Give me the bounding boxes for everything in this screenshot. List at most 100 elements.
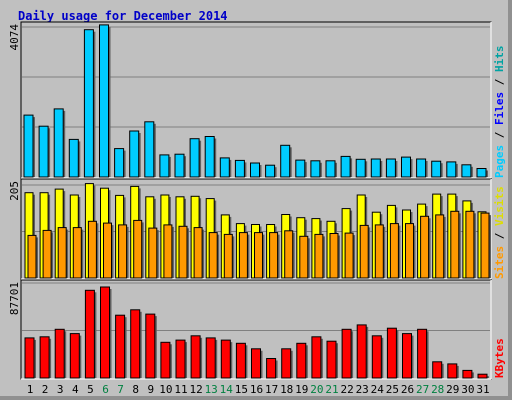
sites-bar-29-body [450,210,460,279]
kbytes-bar-4-body [69,333,80,379]
sites-bar-13 [208,232,220,279]
sites-bar-12 [193,227,205,279]
sites-bar-12-body [193,227,203,279]
files-bar-26-body [401,156,411,178]
kbytes-bar-11-body [175,339,186,379]
sites-bar-13-body [208,232,218,279]
files-bar-21-body [325,160,336,178]
files-bar-9 [144,121,156,178]
sites-bar-4 [72,227,84,279]
x-tick-label: 3 [57,383,64,396]
x-tick-label: 10 [159,383,172,396]
kbytes-bar-27-body [417,328,428,379]
kbytes-bar-29 [447,363,459,379]
legend-sep: / [493,125,506,145]
files-bar-24-body [370,158,381,178]
kbytes-bar-29-body [447,363,458,379]
sites-bar-3 [57,227,69,279]
x-tick-label: 20 [310,383,323,396]
sites-bar-16-body [254,232,263,279]
kbytes-bar-19 [296,342,308,379]
sites-bar-28-body [435,214,445,279]
sites-bar-15-body [238,232,248,279]
files-bar-28 [431,160,443,178]
files-bar-4-body [68,138,79,178]
kbytes-bar-28-body [432,361,443,379]
kbytes-bar-26-body [402,333,412,379]
files-bar-1 [23,114,35,178]
files-bar-23-body [355,158,366,178]
kbytes-bar-22 [341,328,354,379]
files-bar-15-body [234,159,245,178]
legend-pages: Pages [493,145,506,178]
kbytes-bar-2 [39,336,52,379]
kbytes-bar-13-body [205,337,216,379]
kbytes-bar-25-body [386,327,397,379]
sites-bar-31-body [480,212,490,279]
kbytes-bar-10 [160,341,172,379]
kbytes-bar-14-body [220,339,231,379]
kbytes-bar-12-body [190,335,201,379]
sites-bar-9-body [148,227,158,279]
x-tick-label: 7 [117,383,124,396]
sites-bar-9 [148,227,159,279]
sites-bar-22 [344,232,356,279]
kbytes-bar-18-body [281,348,292,379]
sites-bar-19 [299,235,310,279]
sites-bar-29 [450,210,461,279]
legend-visits: Visits [493,186,506,226]
x-tick-label: 25 [386,383,399,396]
kbytes-bar-13 [205,337,218,379]
files-bar-13 [204,136,217,178]
kbytes-bar-6 [100,286,112,379]
x-tick-label: 6 [102,383,109,396]
kbytes-bar-17 [266,358,278,379]
legend-kbytes: KBytes [493,338,506,378]
kbytes-bar-8 [130,309,142,379]
x-tick-label: 27 [416,383,429,396]
files-bar-24 [370,158,383,178]
kbytes-bar-27 [417,328,429,379]
x-tick-label: 5 [87,383,94,396]
files-bar-14-body [219,157,230,178]
x-tick-label: 26 [401,383,414,396]
kbytes-bar-14 [220,339,233,379]
files-bar-8 [129,130,141,178]
files-bar-3-body [53,108,64,178]
x-tick-label: 2 [42,383,49,396]
sites-bar-25 [389,223,401,279]
kbytes-bar-9-body [145,313,156,379]
files-bar-11-body [174,153,185,178]
sites-bar-5-body [87,220,97,279]
sites-bar-7-body [118,224,128,279]
sites-bar-24-body [374,224,384,279]
files-bar-21 [325,160,337,178]
sites-bar-26-body [405,223,414,279]
kbytes-bar-25 [386,327,399,379]
sites-bar-22-body [344,232,354,279]
files-bar-7 [114,148,126,178]
sites-bar-15 [238,232,250,279]
sites-bar-7 [118,224,129,279]
sites-bar-30-body [465,210,475,279]
x-tick-label: 28 [431,383,444,396]
chart-title: Daily usage for December 2014 [18,9,228,23]
files-bar-12 [189,138,202,178]
legend-hits: Hits [493,46,506,73]
kbytes-bar-17-body [266,358,277,379]
files-bar-8-body [129,130,140,178]
files-bar-28-body [431,160,442,178]
files-bar-19 [295,159,307,178]
kbytes-bar-7-body [115,314,126,379]
files-bar-29 [446,161,458,178]
x-tick-label: 11 [174,383,187,396]
sites-bar-3-body [57,227,67,279]
sites-bar-21 [329,233,340,279]
x-tick-label: 9 [147,383,154,396]
x-tick-label: 30 [461,383,474,396]
bars [23,24,491,379]
files-bar-25-body [385,158,396,178]
files-bar-30 [461,164,473,178]
x-tick-label: 1 [27,383,34,396]
files-bar-11 [174,153,186,178]
